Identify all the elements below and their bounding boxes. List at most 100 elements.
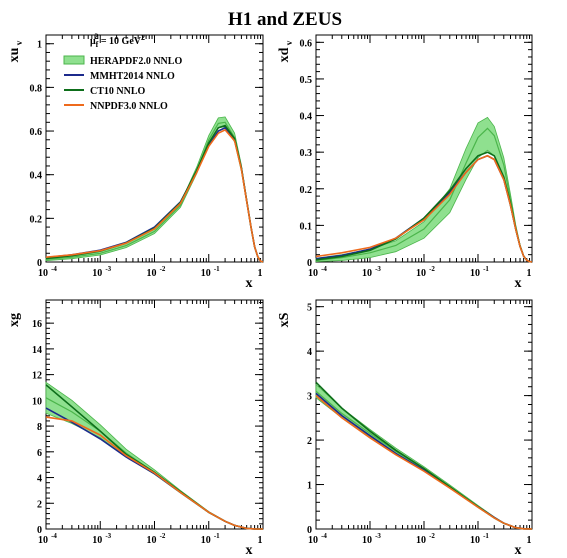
- x-tick-exponent: -2: [429, 265, 435, 273]
- y-tick-label: 4: [307, 347, 312, 358]
- x-tick-exponent: -1: [214, 265, 220, 273]
- y-axis-label-subscript: v: [284, 40, 294, 45]
- y-tick-label: 0.3: [300, 148, 313, 159]
- x-tick-exponent: -4: [321, 532, 327, 540]
- x-tick-label: 10: [470, 535, 480, 546]
- y-tick-label: 0.4: [30, 171, 43, 182]
- y-tick-label: 1: [307, 481, 312, 492]
- y-tick-label: 4: [37, 474, 42, 485]
- x-tick-exponent: -3: [105, 265, 111, 273]
- x-tick-exponent: -1: [483, 265, 489, 273]
- legend-label: HERAPDF2.0 NNLO: [90, 56, 182, 67]
- y-tick-label: 2: [307, 436, 312, 447]
- y-tick-label: 2: [37, 499, 42, 510]
- series-line-nnpdf30: [315, 394, 533, 530]
- x-tick-exponent: -3: [375, 265, 381, 273]
- series-line-nnpdf30: [45, 128, 264, 263]
- y-axis-label-subscript: v: [14, 40, 24, 45]
- x-tick-exponent: -2: [160, 265, 166, 273]
- y-axis-label: xS: [277, 312, 292, 327]
- x-tick-label: 10: [92, 535, 102, 546]
- x-tick-label: 10: [38, 268, 48, 279]
- x-tick-exponent: -4: [321, 265, 327, 273]
- y-tick-label: 0: [37, 525, 42, 536]
- x-tick-label: 10: [470, 268, 480, 279]
- x-tick-label: 1: [258, 535, 263, 546]
- y-tick-label: 0: [37, 258, 42, 269]
- y-axis-label: xg: [7, 313, 22, 327]
- x-tick-label: 1: [527, 535, 532, 546]
- x-tick-label: 1: [258, 268, 263, 279]
- x-axis-label: x: [515, 543, 522, 558]
- legend-entry: HERAPDF2.0 NNLO: [63, 55, 182, 67]
- legend-label: CT10 NNLO: [90, 86, 146, 97]
- legend-scale-part: f: [96, 40, 99, 49]
- x-tick-exponent: -4: [51, 265, 57, 273]
- y-tick-label: 16: [32, 319, 42, 330]
- y-tick-label: 6: [37, 448, 42, 459]
- y-tick-label: 0.6: [300, 38, 313, 49]
- y-tick-label: 1: [37, 40, 42, 51]
- x-tick-exponent: -1: [483, 532, 489, 540]
- x-tick-label: 10: [362, 268, 372, 279]
- y-tick-label: 0.6: [30, 127, 43, 138]
- legend-scale-part: 2: [94, 32, 98, 41]
- x-axis-label: x: [246, 543, 253, 558]
- x-tick-label: 10: [416, 535, 426, 546]
- x-tick-label: 10: [92, 268, 102, 279]
- x-tick-label: 10: [38, 535, 48, 546]
- x-tick-label: 10: [147, 268, 157, 279]
- y-tick-label: 10: [32, 396, 42, 407]
- y-tick-label: 0.5: [300, 75, 313, 86]
- legend-entry: NNPDF3.0 NNLO: [64, 101, 168, 112]
- x-tick-exponent: -2: [429, 532, 435, 540]
- x-tick-label: 10: [362, 535, 372, 546]
- x-tick-label: 10: [201, 535, 211, 546]
- x-tick-exponent: -4: [51, 532, 57, 540]
- y-tick-label: 0.2: [300, 185, 313, 196]
- x-tick-label: 10: [147, 535, 157, 546]
- y-tick-label: 0.1: [300, 221, 313, 232]
- x-tick-label: 10: [201, 268, 211, 279]
- legend-label: MMHT2014 NNLO: [90, 71, 175, 82]
- y-tick-label: 0.2: [30, 214, 43, 225]
- y-tick-label: 0: [307, 258, 312, 269]
- x-tick-label: 1: [527, 268, 532, 279]
- legend-entry: MMHT2014 NNLO: [64, 71, 175, 82]
- x-tick-exponent: -2: [160, 532, 166, 540]
- x-tick-exponent: -1: [214, 532, 220, 540]
- x-tick-label: 10: [308, 268, 318, 279]
- series-line-nnpdf30: [315, 154, 533, 263]
- x-axis-label: x: [515, 276, 522, 291]
- series-line-nnpdf30: [45, 416, 264, 530]
- y-tick-label: 8: [37, 422, 42, 433]
- legend-entry: CT10 NNLO: [64, 86, 146, 97]
- y-tick-label: 5: [307, 303, 312, 314]
- legend-scale-label: μf2 = 10 GeV2: [90, 32, 145, 49]
- y-tick-label: 12: [32, 371, 42, 382]
- y-tick-label: 0.4: [300, 112, 313, 123]
- x-axis-label: x: [246, 276, 253, 291]
- x-tick-exponent: -3: [105, 532, 111, 540]
- y-axis-label: xu: [7, 47, 22, 62]
- y-tick-label: 0: [307, 525, 312, 536]
- legend-label: NNPDF3.0 NNLO: [90, 101, 168, 112]
- legend-scale-part: μ: [90, 36, 96, 47]
- legend-scale-part: = 10 GeV: [98, 36, 141, 47]
- y-tick-label: 14: [32, 345, 42, 356]
- legend-band-swatch: [63, 55, 85, 65]
- x-tick-exponent: -3: [375, 532, 381, 540]
- x-tick-label: 10: [308, 535, 318, 546]
- y-axis-label: xd: [277, 47, 292, 62]
- y-tick-label: 0.8: [30, 83, 43, 94]
- legend-scale-part: 2: [141, 33, 145, 42]
- y-tick-label: 3: [307, 392, 312, 403]
